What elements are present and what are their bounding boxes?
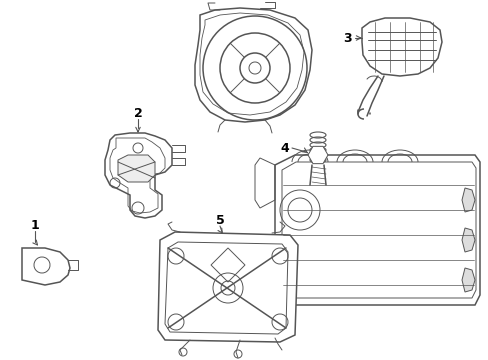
Text: 4: 4	[280, 141, 289, 154]
Text: 5: 5	[215, 213, 224, 226]
Polygon shape	[22, 248, 70, 285]
Polygon shape	[105, 133, 172, 218]
Polygon shape	[274, 155, 479, 305]
Polygon shape	[361, 18, 441, 76]
Polygon shape	[461, 228, 474, 252]
Polygon shape	[461, 268, 474, 292]
Text: 1: 1	[31, 219, 40, 231]
Polygon shape	[118, 155, 155, 182]
Polygon shape	[307, 146, 327, 164]
Text: 2: 2	[133, 107, 142, 120]
Polygon shape	[461, 188, 474, 212]
Polygon shape	[158, 232, 297, 342]
Polygon shape	[195, 8, 311, 122]
Text: 3: 3	[343, 32, 351, 45]
